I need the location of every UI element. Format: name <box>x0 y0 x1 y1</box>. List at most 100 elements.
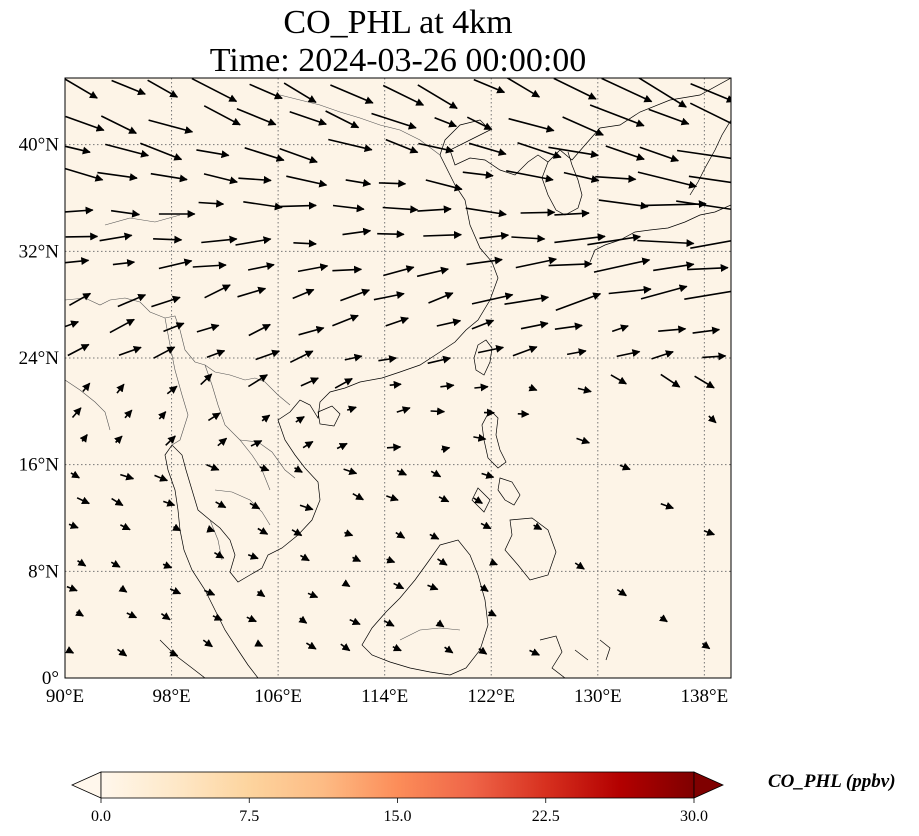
plot-title: CO_PHL at 4km Time: 2024-03-26 00:00:00 <box>0 4 796 80</box>
map-frame <box>64 77 732 679</box>
colorbar-ticks: 0.0 7.5 15.0 22.5 30.0 <box>91 798 708 825</box>
y-axis-ticks: 0° 8°N 16°N 24°N 32°N 40°N <box>19 135 60 689</box>
wind-arrow <box>385 138 419 154</box>
wind-arrow <box>434 116 458 128</box>
wind-arrow <box>332 314 359 327</box>
wind-arrow <box>489 558 498 566</box>
wind-arrow <box>660 373 681 388</box>
wind-arrow <box>289 350 314 364</box>
wind-arrow <box>109 318 135 334</box>
wind-arrow <box>307 590 319 599</box>
wind-arrow <box>639 146 680 163</box>
wind-arrow <box>112 258 136 267</box>
coastline-sulawesi <box>539 635 589 678</box>
x-tick-label: 114°E <box>361 686 408 707</box>
wind-arrow <box>332 204 365 213</box>
wind-arrow <box>305 641 317 650</box>
wind-arrow <box>202 639 213 648</box>
wind-arrow <box>417 84 458 110</box>
wind-arrow <box>386 555 396 564</box>
wind-arrow <box>118 584 128 593</box>
wind-arrow <box>346 405 357 414</box>
wind-arrow <box>473 78 506 94</box>
wind-arrow <box>298 615 308 624</box>
wind-arrow <box>576 436 591 445</box>
wind-arrow <box>515 256 557 269</box>
wind-arrow <box>293 239 317 248</box>
wind-arrow <box>343 467 358 475</box>
wind-arrow <box>462 170 494 179</box>
colorbar-extend-low <box>71 771 102 799</box>
wind-arrow <box>692 326 721 335</box>
title-line-1: CO_PHL at 4km <box>283 4 513 41</box>
wind-arrow <box>259 464 270 472</box>
wind-arrow <box>201 235 238 244</box>
wind-arrow <box>511 234 546 243</box>
wind-arrow <box>429 532 440 540</box>
wind-vectors <box>65 78 731 657</box>
wind-arrow <box>248 323 271 337</box>
x-tick-label: 138°E <box>681 686 729 707</box>
wind-arrow <box>261 414 271 423</box>
wind-arrow <box>637 171 698 189</box>
wind-arrow <box>293 465 303 473</box>
wind-arrow <box>345 178 372 187</box>
coastline-mainland <box>164 78 731 678</box>
wind-arrow <box>553 78 597 100</box>
wind-arrow <box>153 235 183 244</box>
wind-arrow <box>120 472 135 481</box>
wind-arrow <box>441 445 451 454</box>
land-outlines <box>159 78 731 678</box>
wind-arrow <box>563 171 600 183</box>
wind-arrow <box>118 346 142 356</box>
wind-arrow <box>690 240 731 249</box>
x-tick-label: 106°E <box>254 686 302 707</box>
wind-arrow <box>114 435 123 445</box>
colorbar-body <box>100 771 695 799</box>
wind-arrow <box>512 345 538 357</box>
wind-arrow <box>198 199 225 208</box>
wind-arrow <box>566 348 587 357</box>
wind-arrow <box>383 619 395 627</box>
wind-arrow <box>385 316 409 327</box>
wind-arrow <box>158 258 193 270</box>
wind-arrow <box>246 614 257 623</box>
wind-arrow <box>605 145 645 161</box>
wind-arrow <box>587 233 641 246</box>
wind-arrow <box>254 639 264 647</box>
wind-arrow <box>69 292 92 306</box>
wind-arrow <box>616 588 627 597</box>
wind-arrow <box>430 407 446 416</box>
wind-arrow <box>117 293 147 308</box>
wind-arrow <box>163 499 176 507</box>
wind-arrow <box>236 108 277 126</box>
wind-arrow <box>676 149 731 160</box>
wind-arrow <box>371 112 417 130</box>
wind-arrow <box>533 522 543 531</box>
wind-arrow <box>481 471 495 479</box>
wind-arrow <box>471 319 495 330</box>
wind-arrow <box>417 205 452 214</box>
wind-arrow <box>154 474 169 482</box>
wind-arrow <box>619 462 631 471</box>
wind-arrow <box>110 560 121 568</box>
wind-arrow <box>191 78 238 103</box>
wind-arrow <box>76 496 90 505</box>
y-tick-label: 40°N <box>19 135 60 156</box>
wind-arrow <box>694 375 715 389</box>
y-tick-label: 0° <box>42 668 59 689</box>
wind-arrow <box>65 257 90 266</box>
wind-arrow <box>687 264 729 273</box>
wind-arrow <box>203 105 241 126</box>
wind-arrow <box>299 553 310 562</box>
wind-arrow <box>528 383 538 392</box>
wind-arrow <box>396 406 411 414</box>
wind-arrow <box>148 119 194 134</box>
title-line-2: Time: 2024-03-26 00:00:00 <box>209 42 587 79</box>
wind-arrow <box>701 641 711 650</box>
wind-arrow <box>330 84 374 104</box>
wind-arrow <box>247 552 259 560</box>
wind-arrow <box>297 263 329 273</box>
